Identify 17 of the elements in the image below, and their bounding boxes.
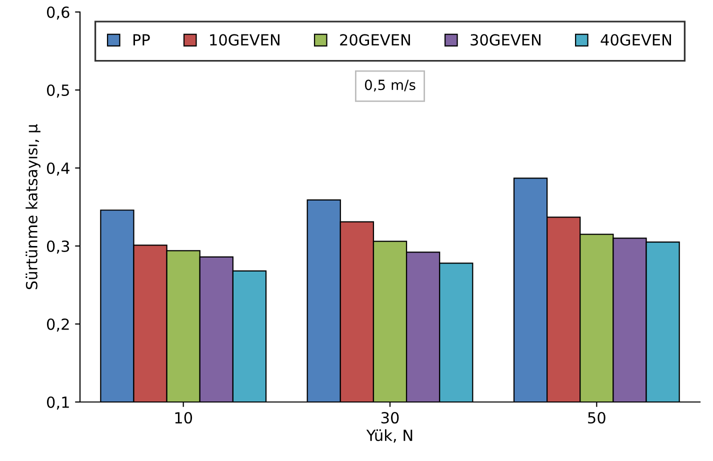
y-tick-label: 0,1 xyxy=(46,396,69,410)
y-tick-label: 0,3 xyxy=(46,240,70,254)
y-tick-label: 0,5 xyxy=(46,84,69,98)
y-tick-label: 0,2 xyxy=(46,318,69,332)
legend-label: PP xyxy=(133,34,150,46)
x-axis-title: Yük, N xyxy=(366,429,412,443)
legend-label: 30GEVEN xyxy=(470,34,540,46)
legend-label: 40GEVEN xyxy=(600,34,671,46)
legend-label: 20GEVEN xyxy=(340,34,410,46)
legend-label: 10GEVEN xyxy=(210,34,280,46)
x-tick-label: 30 xyxy=(381,412,399,424)
y-axis-title: Sürtünme katsayısı, μ xyxy=(26,124,40,290)
y-tick-label: 0,4 xyxy=(46,162,70,176)
x-tick-label: 10 xyxy=(175,412,192,424)
y-tick-label: 0,6 xyxy=(46,6,70,20)
annotation: 0,5 m/s xyxy=(364,80,416,92)
x-tick-label: 50 xyxy=(588,412,606,424)
